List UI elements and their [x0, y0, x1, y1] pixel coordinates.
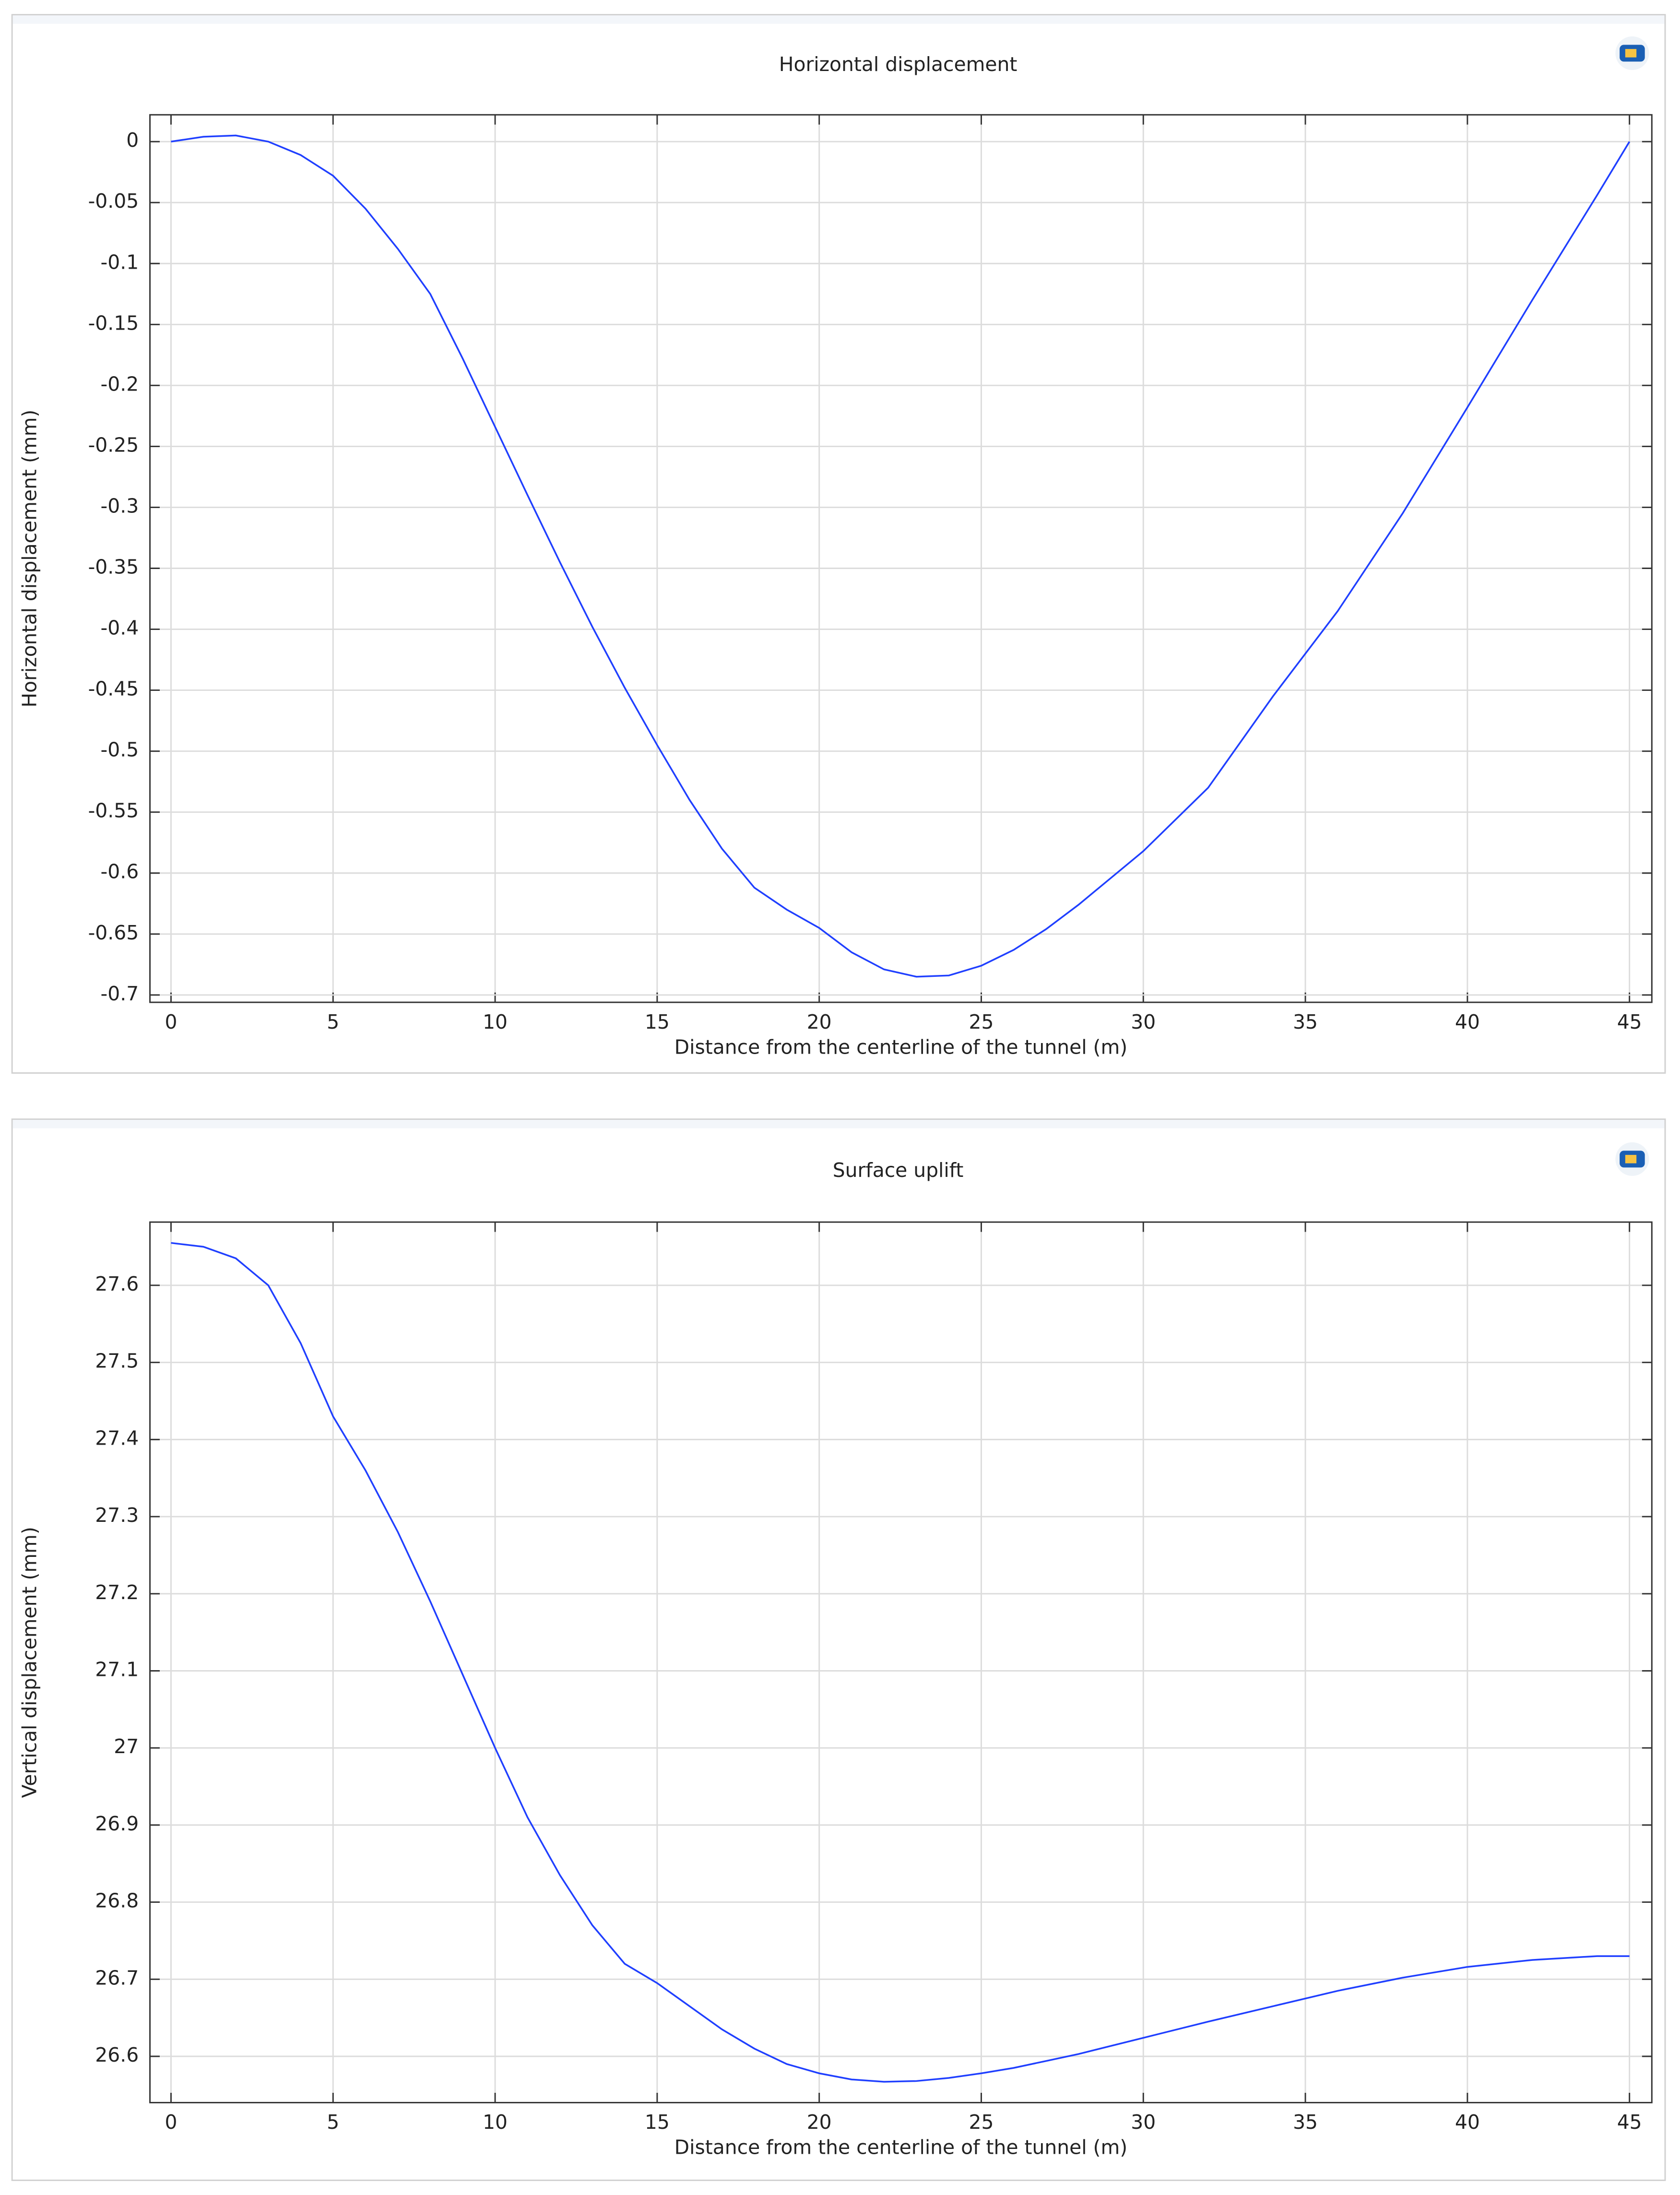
- y-tick-label: 27.1: [95, 1658, 139, 1681]
- y-tick-label: -0.65: [88, 921, 139, 944]
- x-tick-label: 10: [483, 2111, 508, 2134]
- plot-frame: [149, 1221, 1653, 2103]
- x-tick-label: 0: [165, 2111, 177, 2134]
- y-tick-label: 26.8: [95, 1889, 139, 1912]
- x-tick-label: 20: [807, 2111, 832, 2134]
- y-tick-label: -0.25: [88, 433, 139, 456]
- x-tick-label: 0: [165, 1010, 177, 1033]
- panel-frame: [11, 14, 1666, 1074]
- x-tick-label: 40: [1455, 2111, 1480, 2134]
- chart-title: Surface uplift: [833, 1159, 964, 1182]
- x-tick-label: 20: [807, 1010, 832, 1033]
- logo-icon: [1615, 1142, 1649, 1176]
- y-axis-label: Horizontal displacement (mm): [18, 410, 41, 708]
- x-axis-label: Distance from the centerline of the tunn…: [674, 2136, 1128, 2159]
- panel-header: [12, 1120, 1665, 1128]
- data-line: [171, 134, 1631, 978]
- x-tick-label: 45: [1617, 1010, 1642, 1033]
- y-tick-label: 27.2: [95, 1581, 139, 1604]
- x-tick-label: 15: [645, 1010, 670, 1033]
- x-tick-label: 30: [1131, 2111, 1156, 2134]
- y-tick-label: -0.2: [101, 372, 139, 395]
- x-tick-label: 5: [327, 2111, 339, 2134]
- x-tick-label: 5: [327, 1010, 339, 1033]
- y-tick-label: -0.35: [88, 556, 139, 579]
- y-tick-label: -0.7: [101, 982, 139, 1005]
- y-tick-label: -0.15: [88, 311, 139, 334]
- panel-1: [11, 14, 1666, 1074]
- y-tick-label: 27: [114, 1735, 139, 1758]
- chart: Horizontal displacement 0 5 10 15 20 25 30 35 40 4…: [18, 53, 1653, 1058]
- y-tick-label: -0.45: [88, 677, 139, 700]
- x-tick-label: 35: [1293, 1010, 1318, 1033]
- x-tick-label: 25: [969, 1010, 994, 1033]
- x-tick-label: 40: [1455, 1010, 1480, 1033]
- data-line: [171, 1242, 1630, 2083]
- y-axis-label: Vertical displacement (mm): [18, 1527, 41, 1798]
- y-tick-label: 26.7: [95, 1966, 139, 1989]
- y-tick-label: 26.9: [95, 1812, 139, 1835]
- x-tick-label: 35: [1293, 2111, 1318, 2134]
- x-tick-label: 30: [1131, 1010, 1156, 1033]
- x-axis-label: Distance from the centerline of the tunn…: [674, 1035, 1128, 1058]
- y-tick-label: 27.6: [95, 1272, 139, 1295]
- panel-header: [12, 15, 1665, 24]
- y-tick-label: -0.1: [101, 250, 139, 273]
- x-tick-label: 25: [969, 2111, 994, 2134]
- y-tick-label: -0.05: [88, 190, 139, 213]
- y-tick-label: 0: [126, 129, 139, 152]
- y-tick-label: -0.3: [101, 494, 139, 517]
- logo-mark: [1625, 1155, 1637, 1163]
- chart: Surface uplift 0 5 10 15 20 25 30 35 40 45 26.6 26.7…: [18, 1159, 1653, 2159]
- panel-2: [11, 1118, 1666, 2181]
- x-tick-label: 15: [645, 2111, 670, 2134]
- y-tick-label: -0.55: [88, 799, 139, 822]
- y-tick-label: 27.3: [95, 1504, 139, 1527]
- plot-frame: [149, 114, 1653, 1003]
- y-tick-label: 27.4: [95, 1426, 139, 1449]
- logo-icon: [1615, 36, 1649, 70]
- x-tick-label: 45: [1617, 2111, 1642, 2134]
- y-tick-label: 27.5: [95, 1350, 139, 1373]
- y-tick-label: 26.6: [95, 2043, 139, 2066]
- y-tick-label: -0.6: [101, 860, 139, 883]
- logo-mark: [1625, 49, 1637, 58]
- panel-frame: [11, 1118, 1666, 2181]
- chart-title: Horizontal displacement: [779, 53, 1017, 76]
- y-tick-label: -0.5: [101, 738, 139, 761]
- y-tick-label: -0.4: [101, 617, 139, 640]
- x-tick-label: 10: [483, 1010, 508, 1033]
